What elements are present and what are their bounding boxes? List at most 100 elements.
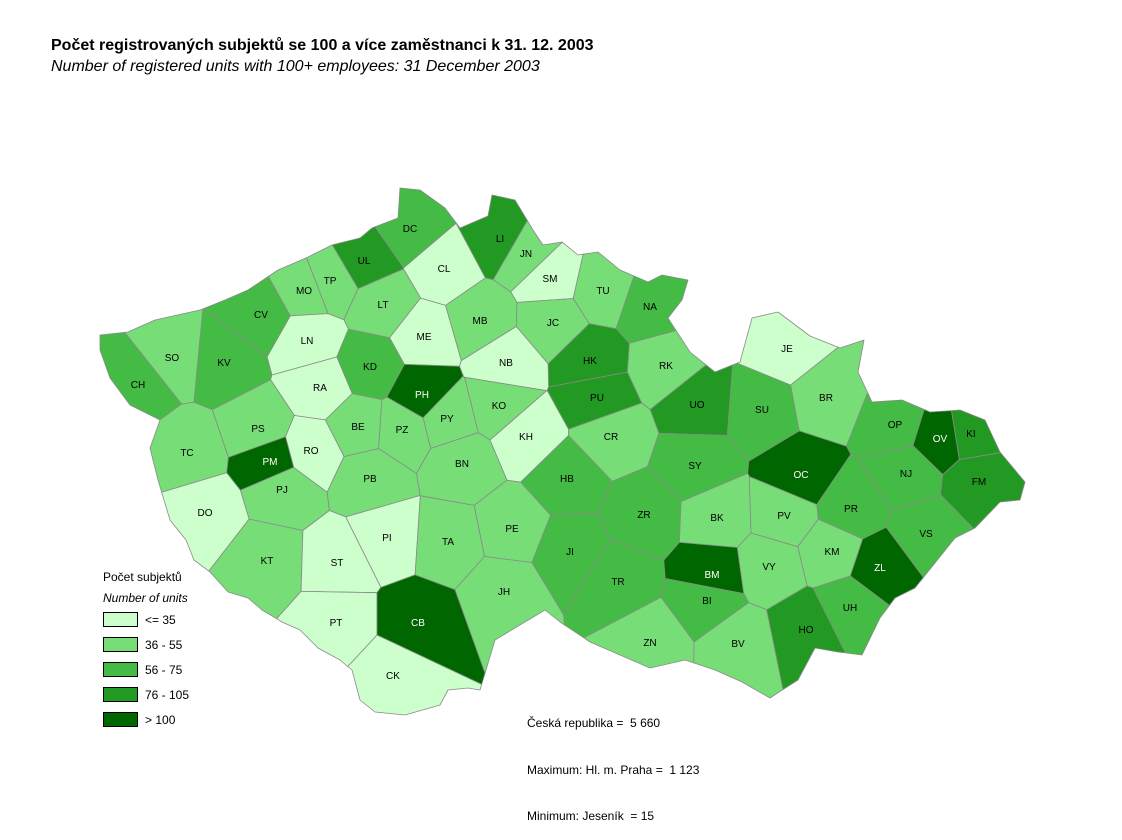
district-label-ck: CK [386,671,400,682]
district-label-ho: HO [799,625,814,636]
district-label-ul: UL [358,256,371,267]
legend-swatch [103,687,138,702]
district-label-zr: ZR [637,510,650,521]
district-label-ps: PS [251,424,265,435]
district-label-st: ST [331,558,344,569]
legend-item: > 100 [103,711,175,728]
map-title: Počet registrovaných subjektů se 100 a v… [51,37,594,54]
district-label-ov: OV [933,434,948,445]
district-label-kd: KD [363,362,377,373]
district-label-jn: JN [520,249,532,260]
district-label-pu: PU [590,393,604,404]
district-label-pr: PR [844,504,858,515]
legend-item: 76 - 105 [103,686,189,703]
district-label-ph: PH [415,390,429,401]
district-label-ln: LN [301,336,314,347]
district-label-vs: VS [919,529,933,540]
district-label-tu: TU [596,286,609,297]
district-label-lt: LT [378,300,389,311]
district-label-pb: PB [363,474,377,485]
district-label-bi: BI [702,596,711,607]
district-label-kt: KT [261,556,274,567]
district-label-vy: VY [762,562,776,573]
district-label-ko: KO [492,401,507,412]
district-label-cb: CB [411,618,425,629]
legend-title: Počet subjektů [103,570,182,584]
district-fm [940,452,1026,529]
district-label-me: ME [417,332,432,343]
district-label-pi: PI [382,533,391,544]
legend-item: 56 - 75 [103,661,182,678]
legend-subtitle: Number of units [103,591,188,605]
district-label-uh: UH [843,603,857,614]
legend-label: 56 - 75 [145,662,183,677]
district-label-mo: MO [296,286,312,297]
legend-item: <= 35 [103,611,176,628]
legend-label: 36 - 55 [145,637,183,652]
district-label-ra: RA [313,383,327,394]
legend-label: <= 35 [145,612,176,627]
district-label-jh: JH [498,587,510,598]
legend-swatch [103,712,138,727]
district-label-kv: KV [217,358,231,369]
district-label-zl: ZL [874,563,886,574]
district-label-tc: TC [180,448,193,459]
district-ck [347,634,483,716]
district-label-pj: PJ [276,485,288,496]
legend-swatch [103,612,138,627]
legend-label: 76 - 105 [145,687,190,702]
statistics-box: Česká republika = 5 660 Maximum: Hl. m. … [527,685,699,840]
district-label-zn: ZN [643,638,656,649]
district-zn [583,596,695,669]
district-label-ki: KI [966,429,975,440]
district-label-do: DO [198,508,213,519]
stat-maximum: Maximum: Hl. m. Praha = 1 123 [527,762,700,777]
district-label-pz: PZ [396,425,409,436]
district-label-nj: NJ [900,469,912,480]
district-label-na: NA [643,302,657,313]
legend-swatch [103,637,138,652]
district-label-cv: CV [254,310,268,321]
district-label-bv: BV [731,639,745,650]
district-do [161,472,250,572]
district-ki [951,409,1001,460]
district-label-hk: HK [583,356,597,367]
district-label-bk: BK [710,513,724,524]
district-label-tp: TP [324,276,337,287]
district-label-hb: HB [560,474,574,485]
legend-label: > 100 [145,712,176,727]
district-label-pv: PV [777,511,791,522]
district-label-pe: PE [505,524,519,535]
district-label-ta: TA [442,537,454,548]
district-label-ch: CH [131,380,145,391]
district-label-bn: BN [455,459,469,470]
district-label-cr: CR [604,432,618,443]
district-map: DC LI JN UL CL TP SM MO TU LT NA CV MB JC ME LN SO RK JE HK… [99,187,1026,716]
district-label-so: SO [165,353,180,364]
district-label-mb: MB [473,316,488,327]
district-label-kh: KH [519,432,533,443]
stat-minimum: Minimum: Jeseník = 15 [527,809,655,823]
legend-swatch [103,662,138,677]
district-label-uo: UO [690,400,705,411]
district-label-su: SU [755,405,769,416]
district-label-je: JE [781,344,793,355]
district-label-km: KM [825,547,840,558]
district-bv [693,602,784,699]
district-label-ro: RO [304,446,319,457]
district-label-sy: SY [688,461,702,472]
district-ch [99,332,183,421]
district-label-nb: NB [499,358,513,369]
map-subtitle: Number of registered units with 100+ emp… [51,58,540,75]
district-label-ji: JI [566,547,574,558]
district-label-pm: PM [263,457,278,468]
district-label-fm: FM [972,477,986,488]
district-label-li: LI [496,234,504,245]
district-label-oc: OC [794,470,809,481]
district-label-sm: SM [543,274,558,285]
district-label-pt: PT [330,618,343,629]
district-label-bm: BM [705,570,720,581]
district-label-py: PY [440,414,454,425]
district-label-be: BE [351,422,365,433]
district-label-tr: TR [611,577,624,588]
